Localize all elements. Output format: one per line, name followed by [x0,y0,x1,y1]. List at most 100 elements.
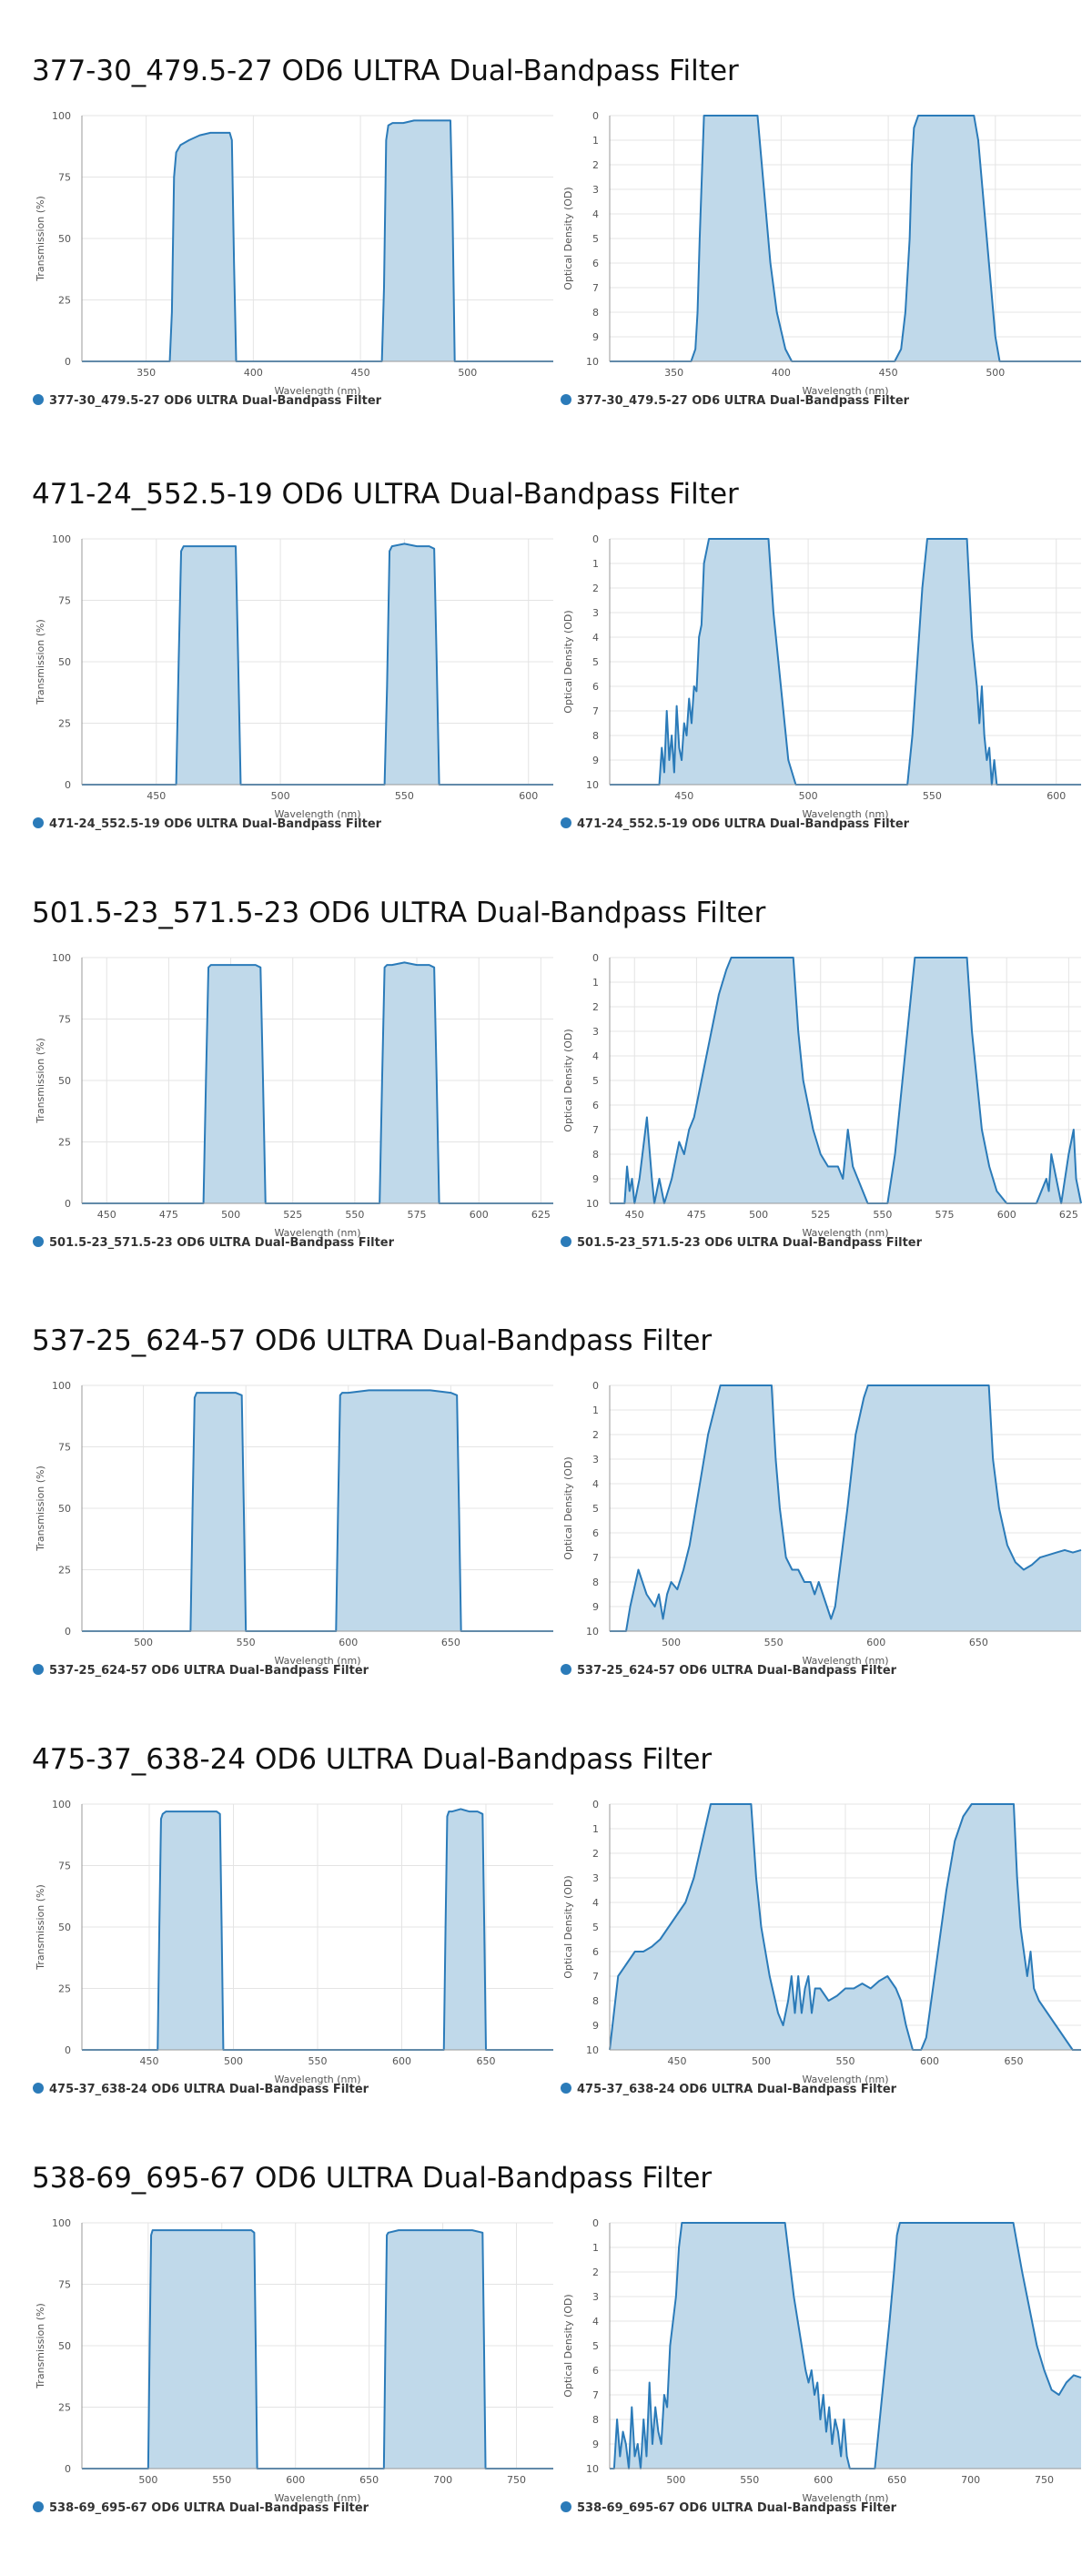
chart-legend[interactable]: 537-25_624-57 OD6 ULTRA Dual-Bandpass Fi… [33,1664,369,1678]
x-tick-label: 475 [687,1209,706,1221]
y-tick-label: 2 [592,583,599,594]
series-line [82,119,553,362]
section-title: 538-69_695-67 OD6 ULTRA Dual-Bandpass Fi… [32,2162,713,2195]
x-tick-label: 550 [345,1209,364,1221]
series-area [610,1385,1081,1631]
transmission-chart: 450 500 550 600 650 0 25 50 75 100 Wavelength (nm)… [27,1793,555,2107]
y-tick-label: 9 [592,331,599,343]
x-axis-label: Wavelength (nm) [802,1227,888,1239]
section-title: 537-25_624-57 OD6 ULTRA Dual-Bandpass Fi… [32,1324,713,1357]
chart-legend[interactable]: 537-25_624-57 OD6 ULTRA Dual-Bandpass Fi… [561,1664,896,1678]
y-tick-label: 6 [592,2365,599,2377]
series-area [610,539,1081,785]
chart-legend[interactable]: 471-24_552.5-19 OD6 ULTRA Dual-Bandpass … [561,817,909,831]
y-tick-label: 3 [592,2291,599,2303]
x-tick-label: 525 [811,1209,830,1221]
y-tick-label: 75 [58,1014,71,1026]
series-area [82,1809,553,2050]
x-tick-label: 450 [879,367,898,379]
chart-legend[interactable]: 538-69_695-67 OD6 ULTRA Dual-Bandpass Fi… [561,2501,896,2515]
x-axis-label: Wavelength (nm) [802,808,888,820]
y-axis-label: Optical Density (OD) [562,2294,574,2397]
y-tick-label: 4 [592,1050,599,1062]
y-axis-label: Transmission (%) [35,1465,46,1552]
y-tick-label: 2 [592,1429,599,1441]
y-tick-label: 8 [592,2414,599,2426]
chart-legend[interactable]: 475-37_638-24 OD6 ULTRA Dual-Bandpass Fi… [33,2083,369,2096]
y-tick-label: 10 [586,2044,599,2056]
y-tick-label: 3 [592,607,599,619]
x-tick-label: 650 [477,2055,496,2067]
y-tick-label: 25 [58,2402,71,2414]
legend-dot-icon [33,2501,44,2512]
legend-label: 475-37_638-24 OD6 ULTRA Dual-Bandpass Fi… [577,2083,897,2096]
chart-svg: 450 500 550 600 650 0 25 50 75 100 Wavelength (nm)… [35,1799,553,2085]
series-area [610,1804,1081,2050]
legend-dot-icon [561,1664,571,1675]
y-tick-label: 1 [592,135,599,147]
x-axis-label: Wavelength (nm) [274,1655,360,1667]
y-tick-label: 6 [592,1946,599,1958]
y-tick-label: 0 [592,110,599,122]
y-tick-label: 7 [592,1971,599,1983]
x-tick-label: 600 [286,2474,305,2486]
series-area [82,120,553,361]
optical-density-chart: 450 500 550 600 650 0 1 2 3 4 5 6 7 8 9 10 Wavelength (n… [555,1793,1083,2107]
x-tick-label: 750 [1035,2474,1054,2486]
y-tick-label: 8 [592,1577,599,1588]
y-tick-label: 3 [592,184,599,196]
legend-dot-icon [561,2501,571,2512]
y-tick-label: 1 [592,1823,599,1835]
chart-legend[interactable]: 377-30_479.5-27 OD6 ULTRA Dual-Bandpass … [561,394,909,408]
chart-legend[interactable]: 377-30_479.5-27 OD6 ULTRA Dual-Bandpass … [33,394,381,408]
optical-density-chart: 500 550 600 650 700 750 0 1 2 3 4 5 6 7 8 9 10 Wavelength… [555,2212,1083,2526]
x-tick-label: 500 [666,2474,685,2486]
chart-legend[interactable]: 471-24_552.5-19 OD6 ULTRA Dual-Bandpass … [33,817,381,831]
x-tick-label: 550 [308,2055,328,2067]
series-line [610,538,1081,786]
chart-legend[interactable]: 475-37_638-24 OD6 ULTRA Dual-Bandpass Fi… [561,2083,896,2096]
legend-label: 538-69_695-67 OD6 ULTRA Dual-Bandpass Fi… [49,2501,369,2515]
legend-dot-icon [561,1236,571,1247]
y-tick-label: 50 [58,1503,71,1515]
x-tick-label: 450 [625,1209,644,1221]
y-axis-label: Optical Density (OD) [562,1875,574,1978]
x-tick-label: 600 [866,1637,885,1648]
y-tick-label: 100 [52,2217,71,2229]
y-tick-label: 2 [592,1001,599,1013]
x-tick-label: 450 [674,790,693,802]
y-tick-label: 8 [592,1995,599,2007]
y-tick-label: 0 [65,1626,71,1638]
chart-svg: 350 400 450 500 0 1 2 3 4 5 6 7 8 9 10 Wavelength (nm) O… [562,110,1081,397]
x-tick-label: 450 [147,790,166,802]
x-tick-label: 575 [935,1209,955,1221]
y-tick-label: 2 [592,1848,599,1860]
chart-svg: 500 550 600 650 0 25 50 75 100 Wavelength (nm) Tra… [35,1380,553,1667]
y-tick-label: 10 [586,779,599,791]
y-tick-label: 9 [592,1173,599,1185]
y-tick-label: 8 [592,307,599,319]
y-tick-label: 0 [592,1799,599,1810]
series-line [609,1803,1081,2051]
y-tick-label: 4 [592,208,599,220]
chart-legend[interactable]: 501.5-23_571.5-23 OD6 ULTRA Dual-Bandpas… [561,1236,922,1250]
y-tick-label: 1 [592,2242,599,2254]
x-axis-label: Wavelength (nm) [274,2074,360,2085]
x-axis-label: Wavelength (nm) [802,385,888,397]
chart-legend[interactable]: 538-69_695-67 OD6 ULTRA Dual-Bandpass Fi… [33,2501,369,2515]
y-tick-label: 7 [592,1124,599,1136]
x-tick-label: 575 [408,1209,427,1221]
legend-label: 538-69_695-67 OD6 ULTRA Dual-Bandpass Fi… [577,2501,897,2515]
legend-label: 537-25_624-57 OD6 ULTRA Dual-Bandpass Fi… [577,1664,897,1678]
transmission-chart: 500 550 600 650 0 25 50 75 100 Wavelength (nm) Tra… [27,1374,555,1689]
x-tick-label: 350 [136,367,156,379]
x-tick-label: 400 [244,367,263,379]
legend-label: 471-24_552.5-19 OD6 ULTRA Dual-Bandpass … [49,817,382,831]
y-tick-label: 100 [52,533,71,545]
y-tick-label: 1 [592,558,599,570]
y-tick-label: 5 [592,2340,599,2352]
y-tick-label: 75 [58,1861,71,1872]
y-tick-label: 10 [586,356,599,368]
chart-legend[interactable]: 501.5-23_571.5-23 OD6 ULTRA Dual-Bandpas… [33,1236,394,1250]
y-tick-label: 6 [592,1100,599,1111]
